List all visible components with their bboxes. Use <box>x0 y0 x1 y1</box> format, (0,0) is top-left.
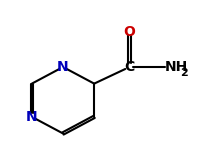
Text: N: N <box>26 110 38 124</box>
Text: NH: NH <box>164 60 187 74</box>
Text: O: O <box>123 25 135 39</box>
Text: 2: 2 <box>179 68 187 78</box>
Text: C: C <box>124 60 134 74</box>
Text: N: N <box>57 60 69 74</box>
